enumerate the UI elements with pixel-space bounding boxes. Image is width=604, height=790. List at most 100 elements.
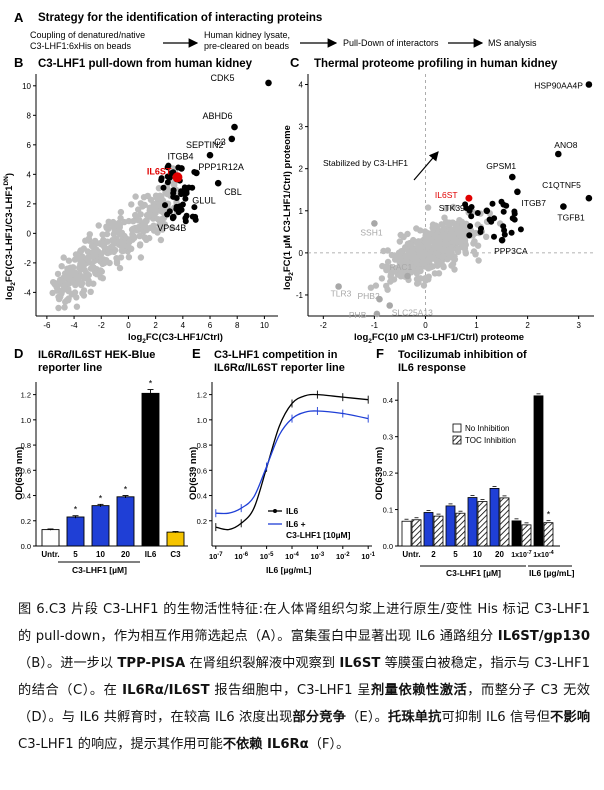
c-point-cluster bbox=[491, 233, 497, 240]
panel-a-title: Strategy for the identification of inter… bbox=[38, 12, 322, 24]
c-point-grey bbox=[397, 231, 404, 239]
f-group-label-2: IL6 [µg/mL] bbox=[529, 568, 575, 578]
b-point-grey bbox=[73, 303, 81, 310]
b-point-grey bbox=[71, 289, 79, 296]
d-star: * bbox=[124, 485, 128, 495]
c-point-cluster bbox=[489, 200, 496, 207]
b-xtick-label: 0 bbox=[126, 321, 131, 330]
b-point-grey bbox=[80, 287, 88, 294]
c-ytick-label: -1 bbox=[296, 291, 304, 300]
e-ytick-label: 0.2 bbox=[197, 517, 207, 526]
b-point-grey bbox=[92, 270, 99, 277]
b-point-grey bbox=[110, 224, 118, 231]
c-label-il6st: IL6ST bbox=[435, 190, 458, 200]
caption-bold-2: TPP-PISA bbox=[117, 656, 186, 671]
b-point-grey bbox=[132, 211, 139, 219]
c-point-cluster bbox=[466, 232, 473, 239]
b-label-abhd6: ABHD6 bbox=[202, 111, 232, 121]
f-cat-label: 5 bbox=[453, 550, 458, 559]
b-point-grey bbox=[137, 200, 144, 207]
f-legend-toc-swatch bbox=[452, 435, 462, 445]
c-point-grey bbox=[452, 223, 460, 230]
b-point-grey bbox=[116, 238, 123, 246]
c-point-grey bbox=[378, 275, 386, 282]
b-point-grey bbox=[77, 272, 85, 280]
f-ytick-label: 0.1 bbox=[383, 506, 393, 515]
b-point-grey bbox=[116, 231, 124, 238]
c-point-cluster bbox=[491, 215, 498, 222]
d-cat-label: 10 bbox=[96, 550, 105, 559]
d-cat-label: C3 bbox=[170, 550, 181, 559]
c-point-grey bbox=[413, 225, 420, 232]
b-point-grey bbox=[128, 201, 135, 208]
figure-caption: 图 6.C3 片段 C3-LHF1 的生物活性特征:在人体肾组织匀浆上进行原生/… bbox=[18, 596, 590, 758]
b-point-grey bbox=[60, 254, 67, 261]
b-point-grey bbox=[118, 247, 126, 254]
f-star: * bbox=[547, 510, 551, 520]
f-legend-no-inhibition: No Inhibition bbox=[465, 424, 509, 433]
panel-b-title: C3-LHF1 pull-down from human kidney bbox=[38, 58, 253, 70]
c-point-cluster bbox=[468, 213, 475, 220]
panel-a-step3: Pull-Down of interactors bbox=[343, 38, 439, 48]
caption-bold-5: 剂量依赖性激活 bbox=[371, 683, 468, 698]
b-xtick-label: 8 bbox=[235, 321, 240, 330]
b-point-grey bbox=[128, 245, 135, 252]
b-xtick-label: -4 bbox=[71, 321, 79, 330]
b-point-grey bbox=[164, 190, 171, 198]
b-point-cluster bbox=[182, 215, 189, 222]
c-point-grey bbox=[424, 204, 432, 211]
c-labeled-points: HSP90AA4P ANO8 C1QTNF5 TGFB1 GPSM1 ITGB7 STK39… bbox=[331, 81, 593, 320]
f-bar-6-1 bbox=[543, 522, 554, 547]
c-point-c1qtnf5 bbox=[585, 194, 593, 202]
b-point-cluster bbox=[170, 193, 177, 200]
panel-f-title-line1: Tocilizumab inhibition of bbox=[398, 349, 527, 361]
b-background-points bbox=[49, 165, 181, 312]
e-legend-il6: IL6 bbox=[286, 506, 299, 516]
b-point-grey bbox=[85, 280, 92, 287]
caption-part-1: 图 6.C3 片段 C3-LHF1 的生物活性特征:在人体肾组织匀浆上进行原生/… bbox=[18, 602, 590, 644]
c-point-cluster bbox=[486, 216, 493, 223]
scatter-c: HSP90AA4P ANO8 C1QTNF5 TGFB1 GPSM1 ITGB7 STK39… bbox=[296, 74, 594, 330]
b-point-grey bbox=[157, 236, 165, 244]
b-ytick-label: 2 bbox=[27, 200, 32, 209]
d-ticks: 0.0 0.2 0.4 0.6 0.8 1.0 1.2 bbox=[21, 391, 36, 551]
b-ytick-label: 0 bbox=[27, 229, 32, 238]
c-point-grey bbox=[413, 254, 420, 261]
panel-a: A Strategy for the identification of int… bbox=[14, 10, 537, 51]
e-series-il6-c3 bbox=[215, 410, 369, 515]
c-label-ssh1: SSH1 bbox=[360, 227, 382, 237]
e-ytick-label: 1.2 bbox=[197, 391, 207, 400]
b-point-grey bbox=[139, 222, 147, 230]
b-point-grey bbox=[95, 248, 102, 255]
d-ytick-label: 1.2 bbox=[21, 391, 31, 400]
c-point-ppp3ca bbox=[498, 236, 506, 244]
c-point-cluster bbox=[509, 215, 516, 222]
c-point-grey bbox=[404, 240, 412, 247]
c-point-grey bbox=[372, 282, 380, 289]
c-label-tgfb1: TGFB1 bbox=[557, 213, 585, 223]
b-point-grey bbox=[104, 238, 111, 245]
b-point-ppp1r12a bbox=[193, 169, 200, 177]
caption-bold-9: 不依赖 IL6Rα bbox=[222, 737, 309, 752]
caption-bold-4: IL6Rα/IL6ST bbox=[122, 683, 210, 698]
b-point-grey bbox=[54, 270, 62, 278]
b-point-grey bbox=[155, 185, 163, 192]
c-xtick-label: -2 bbox=[320, 321, 328, 330]
c-point-grey bbox=[409, 246, 417, 253]
e-x-label: IL6 [µg/mL] bbox=[266, 565, 312, 575]
c-point-ssh1 bbox=[371, 220, 378, 227]
panel-a-step1-line1: Coupling of denatured/native bbox=[30, 30, 145, 40]
c-y-label: log2FC(1 µM C3-LHF1/Ctrl) proteome bbox=[282, 125, 295, 290]
e-xtick-label: 10-6 bbox=[234, 552, 248, 561]
c-point-grey bbox=[438, 221, 445, 228]
c-point-grey bbox=[404, 230, 411, 238]
b-point-grey bbox=[137, 211, 144, 218]
b-point-grey bbox=[80, 245, 88, 252]
panel-d-letter: D bbox=[14, 346, 23, 361]
b-point-grey bbox=[147, 196, 155, 203]
f-cat-label: 2 bbox=[431, 550, 436, 559]
b-point-grey bbox=[136, 242, 144, 249]
e-ytick-label: 0.8 bbox=[197, 441, 207, 450]
f-bar-6-0 bbox=[533, 395, 544, 547]
